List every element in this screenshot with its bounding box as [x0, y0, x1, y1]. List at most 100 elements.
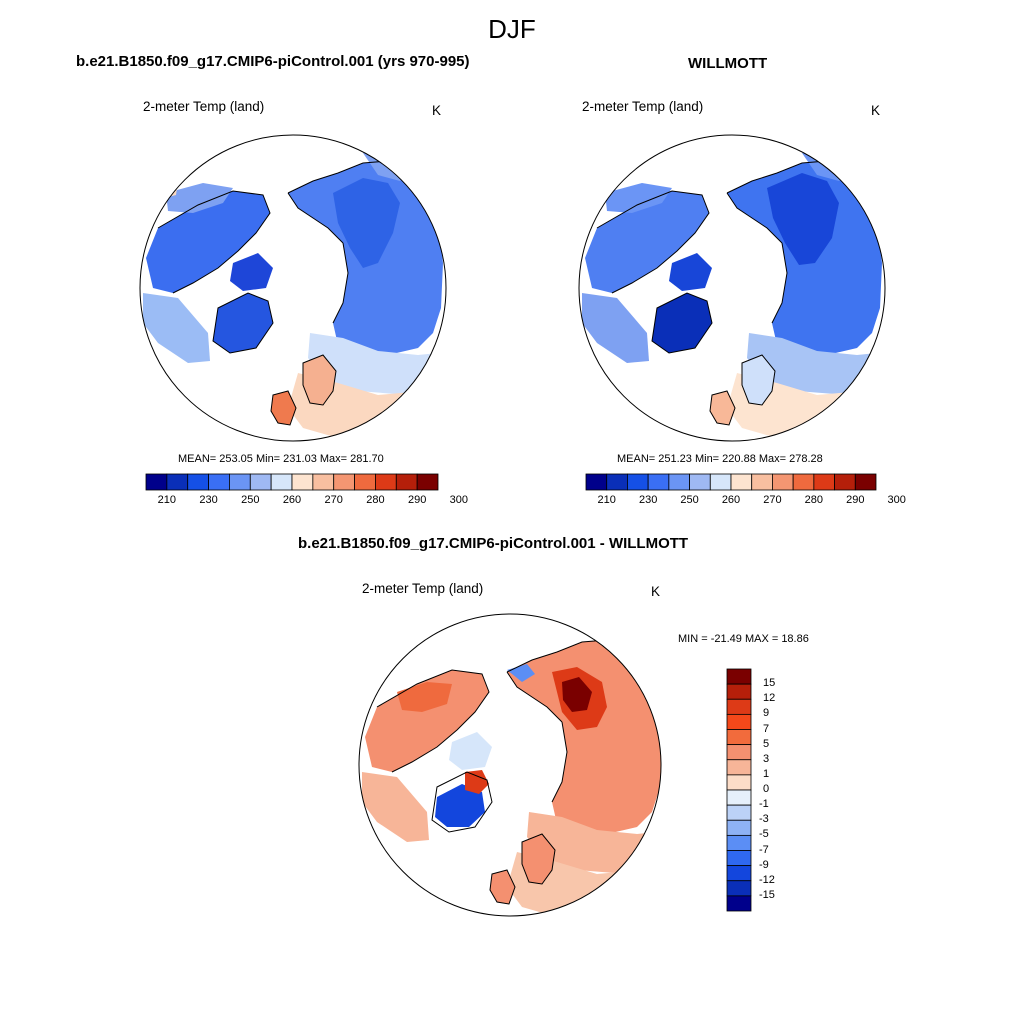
- coastline-uk: [270, 390, 297, 426]
- colorbar-swatch: [726, 729, 752, 746]
- stats-obs: MEAN= 251.23 Min= 220.88 Max= 278.28: [617, 453, 823, 465]
- colorbar-swatch: [249, 473, 272, 491]
- colorbar-temp-model: [145, 473, 439, 491]
- colorbar-tick-label: 290: [407, 494, 427, 506]
- colorbar-swatch: [689, 473, 711, 491]
- colorbar-tick-label: 300: [887, 494, 906, 506]
- region-canada: [585, 191, 709, 293]
- panel-title-obs: WILLMOTT: [688, 55, 768, 72]
- colorbar-swatch: [813, 473, 835, 491]
- stats-model: MEAN= 253.05 Min= 231.03 Max= 281.70: [178, 453, 384, 465]
- coastline-scandinavia: [521, 833, 556, 885]
- colorbar-swatch: [187, 473, 209, 491]
- colorbar-tick-label: 15: [763, 677, 776, 690]
- colorbar-swatch: [726, 804, 752, 821]
- colorbar-swatch: [726, 865, 752, 882]
- colorbar-tick-label: -1: [759, 798, 769, 811]
- colorbar-swatch: [726, 819, 752, 836]
- colorbar-tick-label: -9: [759, 858, 769, 871]
- colorbar-tick-label: -3: [759, 813, 769, 826]
- colorbar-tick-label: 270: [763, 494, 782, 506]
- coastline-arctic: [726, 160, 828, 324]
- colorbar-swatch: [726, 668, 752, 685]
- panel-title-diff: b.e21.B1850.f09_g17.CMIP6-piControl.001 …: [298, 535, 689, 552]
- colorbar-swatch: [333, 473, 355, 491]
- colorbar-tick-label: 270: [324, 494, 343, 506]
- region-europe: [527, 812, 657, 874]
- coastline-scandinavia: [741, 354, 776, 406]
- colorbar-tick-label: 3: [763, 752, 770, 765]
- colorbar-swatch: [726, 895, 752, 912]
- coastline-greenland: [212, 292, 274, 354]
- units-label-model: K: [432, 103, 442, 118]
- figure-title: DJF: [488, 14, 536, 44]
- polar-map-diff: [358, 613, 662, 917]
- colorbar-swatch: [726, 713, 752, 730]
- colorbar-swatch: [208, 473, 230, 491]
- region-scandinavia: [742, 355, 775, 405]
- polar-map-obs: [578, 134, 886, 442]
- coastline-north-america: [596, 190, 710, 294]
- colorbar-tick-label: 290: [846, 494, 865, 506]
- colorbar-swatch: [229, 473, 251, 491]
- region-siberia-cold: [333, 178, 400, 268]
- colorbar-tick-label: 5: [763, 737, 770, 750]
- region-uk: [490, 870, 515, 904]
- region-uk: [271, 391, 296, 425]
- colorbar-diff-ticks: 15 12 9 7 5 3 1 0 -1 -3 -5 -7 -9 -12 -15: [759, 669, 801, 911]
- colorbar-tick-label: 280: [366, 494, 385, 506]
- colorbar-ticks-obs: 210 230 250 260 270 280 290 300: [586, 494, 906, 508]
- colorbar-tick-label: 210: [597, 494, 616, 506]
- colorbar-swatch: [606, 473, 628, 491]
- region-arctic-islands: [669, 253, 712, 291]
- region-siberia: [507, 640, 661, 834]
- colorbar-swatch: [291, 473, 314, 491]
- colorbar-swatch: [751, 473, 773, 491]
- colorbar-swatch: [668, 473, 690, 491]
- region-alaska: [166, 183, 233, 213]
- colorbar-swatch: [395, 473, 418, 491]
- coastline-uk: [709, 390, 736, 426]
- region-canada: [365, 670, 489, 772]
- region-scandinavia: [522, 834, 555, 884]
- colorbar-swatch: [166, 473, 189, 491]
- colorbar-swatch: [726, 698, 752, 715]
- colorbar-swatch: [726, 759, 752, 776]
- panel-title-model: b.e21.B1850.f09_g17.CMIP6-piControl.001 …: [76, 53, 470, 70]
- colorbar-tick-label: 280: [804, 494, 824, 506]
- region-arctic-islands: [449, 732, 492, 770]
- region-greenland-warm: [465, 770, 489, 794]
- colorbar-swatch: [834, 473, 856, 491]
- coastline-arctic: [506, 639, 608, 803]
- region-scandinavia: [303, 355, 336, 405]
- colorbar-swatch: [726, 880, 752, 897]
- colorbar-swatch: [270, 473, 293, 491]
- units-label-obs: K: [871, 103, 881, 118]
- colorbar-tick-label: 250: [680, 494, 699, 506]
- region-greenland: [435, 784, 485, 827]
- region-greenland: [652, 293, 712, 353]
- coastline-north-america: [376, 669, 490, 773]
- colorbar-swatch: [416, 473, 439, 491]
- region-alaska: [605, 183, 672, 213]
- colorbar-tick-label: 9: [763, 707, 770, 720]
- colorbar-ticks-model: 210 230 250 260 270 280 290 300: [146, 494, 468, 508]
- colorbar-swatch: [647, 473, 670, 491]
- colorbar-swatch: [312, 473, 335, 491]
- colorbar-tick-label: 250: [241, 494, 260, 506]
- region-europe: [747, 333, 877, 395]
- coastline-uk: [489, 869, 516, 905]
- coastline-north-america: [157, 190, 271, 294]
- stats-diff: MIN = -21.49 MAX = 18.86: [678, 633, 809, 645]
- colorbar-tick-label: 230: [199, 494, 218, 506]
- colorbar-tick-label: 210: [157, 494, 177, 506]
- units-label-diff: K: [651, 584, 661, 599]
- colorbar-swatch: [145, 473, 168, 491]
- colorbar-tick-label: -15: [759, 888, 775, 901]
- coastline-greenland: [431, 771, 493, 833]
- colorbar-tick-label: -5: [759, 828, 769, 841]
- colorbar-swatch: [375, 473, 397, 491]
- region-us-north: [143, 293, 210, 363]
- colorbar-swatch: [726, 774, 752, 791]
- variable-label-diff: 2-meter Temp (land): [362, 581, 484, 596]
